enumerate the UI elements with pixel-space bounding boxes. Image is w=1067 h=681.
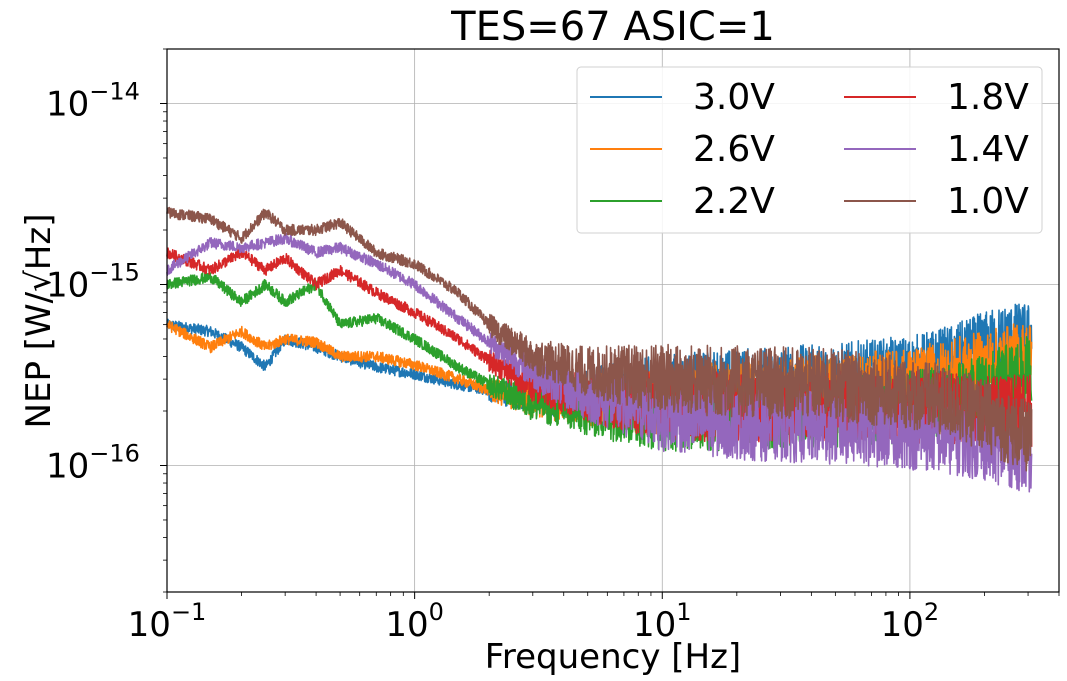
legend-label: 1.8V bbox=[947, 77, 1029, 118]
x-tick-label: 100 bbox=[385, 598, 444, 645]
y-axis-label-text: NEP [W/√Hz] bbox=[19, 214, 59, 429]
y-tick-label-exponent: −14 bbox=[89, 77, 140, 105]
series-layer bbox=[166, 206, 1033, 493]
legend-label: 2.6V bbox=[693, 129, 775, 170]
legend-label: 1.0V bbox=[947, 181, 1029, 222]
y-tick-label-base: 10 bbox=[46, 265, 89, 305]
x-tick-label-exponent: 0 bbox=[429, 598, 444, 626]
y-tick-label-exponent: −15 bbox=[89, 258, 140, 286]
x-tick-label: 102 bbox=[881, 598, 940, 645]
y-axis-label: NEP [W/√Hz] bbox=[19, 214, 59, 429]
x-tick-label-base: 10 bbox=[128, 605, 171, 645]
chart-title: TES=67 ASIC=1 bbox=[450, 4, 775, 50]
x-tick-label-exponent: 1 bbox=[676, 598, 691, 626]
x-tick-label-base: 10 bbox=[633, 605, 676, 645]
y-tick-label: 10−16 bbox=[46, 439, 140, 486]
legend-label: 3.0V bbox=[693, 77, 775, 118]
x-tick-label: 101 bbox=[633, 598, 692, 645]
x-axis-label: Frequency [Hz] bbox=[485, 637, 741, 677]
y-tick-label: 10−14 bbox=[46, 77, 140, 124]
x-tick-label: 10−1 bbox=[128, 598, 207, 645]
legend: 3.0V 2.6V 2.2V 1.8V 1.4V 1.0V bbox=[576, 66, 1043, 234]
y-tick-label-base: 10 bbox=[46, 446, 89, 486]
series-line-1.0V bbox=[166, 206, 1033, 472]
y-tick-label: 10−15 bbox=[46, 258, 140, 305]
y-tick-label-exponent: −16 bbox=[89, 439, 140, 467]
x-tick-label-base: 10 bbox=[385, 605, 428, 645]
legend-frame bbox=[576, 66, 1043, 234]
x-tick-label-exponent: −1 bbox=[171, 598, 206, 626]
plot-frame bbox=[166, 48, 1060, 593]
x-tick-label-exponent: 2 bbox=[924, 598, 939, 626]
y-tick-label-base: 10 bbox=[46, 84, 89, 124]
legend-label: 2.2V bbox=[693, 181, 775, 222]
legend-label: 1.4V bbox=[947, 129, 1029, 170]
x-tick-label-base: 10 bbox=[881, 605, 924, 645]
